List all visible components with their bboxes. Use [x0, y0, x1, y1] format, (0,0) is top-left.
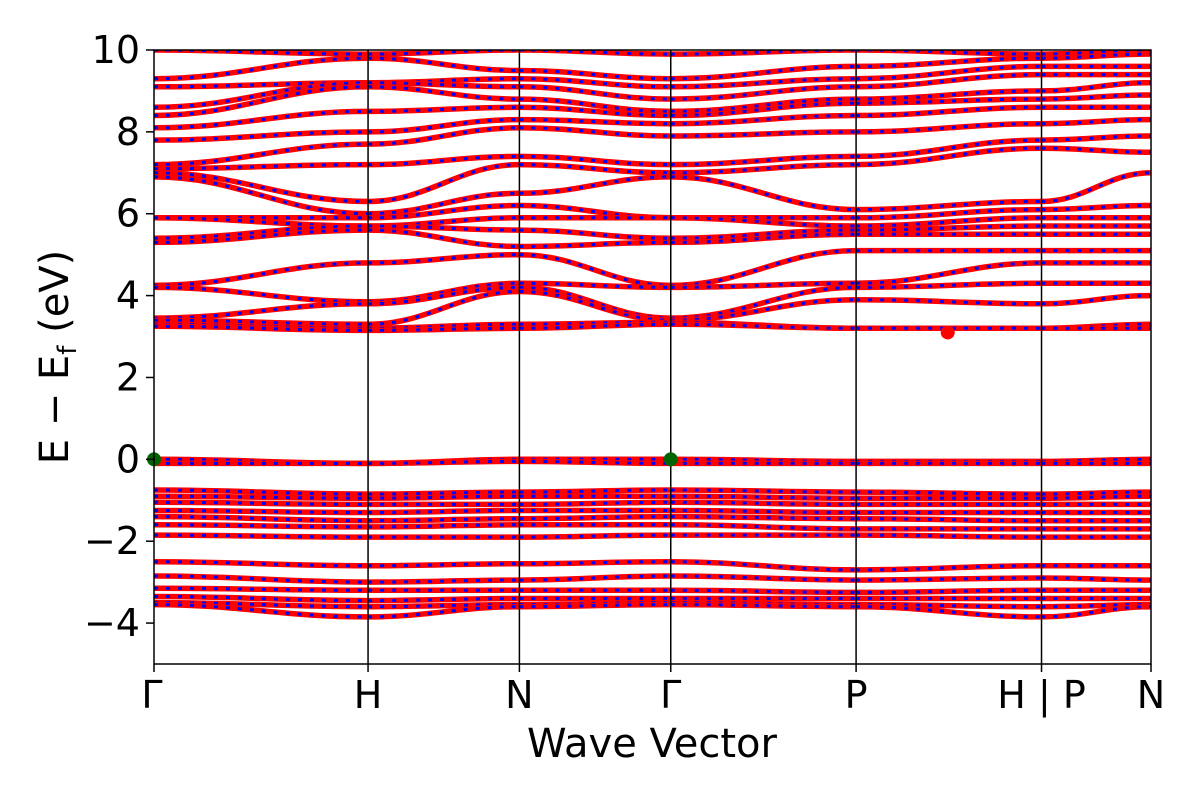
band-27 [154, 513, 1151, 524]
x-axis-label: Wave Vector [527, 721, 778, 767]
vbm-marker-1 [663, 452, 678, 467]
band-26-dash [154, 508, 1151, 515]
band-6 [154, 104, 1151, 143]
band-1-dash [154, 52, 1151, 81]
y-axis-label: E − Ef (eV) [32, 250, 83, 465]
band-5-dash [154, 93, 1151, 130]
band-12 [154, 215, 1151, 229]
x-tick-label: N [1137, 673, 1165, 717]
band-18 [154, 288, 1151, 328]
band-17 [154, 280, 1151, 321]
band-17-outline [154, 280, 1151, 321]
band-12-dash [154, 216, 1151, 228]
band-15 [154, 247, 1151, 289]
band-28-dash [154, 523, 1151, 531]
band-6-dash [154, 105, 1151, 142]
band-0-dash [154, 50, 1151, 56]
band-33-dash [154, 595, 1151, 603]
band-4-dash [154, 81, 1151, 117]
band-16-dash [154, 261, 1151, 304]
band-1 [154, 51, 1151, 82]
band-30-dash [154, 560, 1151, 572]
extrema-markers [147, 325, 955, 467]
band-35 [154, 601, 1151, 620]
band-22-dash [154, 459, 1151, 465]
band-8 [154, 133, 1151, 172]
x-axis-ticks: Γ H N Γ P H | P N [141, 664, 1165, 718]
cbm-marker-2 [940, 325, 955, 340]
band-29 [154, 532, 1151, 540]
y-tick-label: 2 [116, 355, 140, 399]
band-28 [154, 522, 1151, 532]
band-26 [154, 507, 1151, 516]
band-9 [154, 145, 1151, 205]
band-25 [154, 499, 1151, 508]
band-10 [154, 170, 1151, 217]
band-35-dash [154, 603, 1151, 619]
band-7-dash [154, 118, 1151, 167]
x-tick-label: H | P [997, 673, 1085, 718]
band-11-dash [154, 204, 1151, 220]
band-lines [154, 50, 1151, 620]
y-axis-ticks: −4 −2 0 2 4 6 8 10 [84, 28, 154, 645]
band-3 [154, 71, 1151, 111]
y-axis-label-subscript: f [53, 345, 83, 355]
band-18-outline [154, 288, 1151, 328]
band-15-dash [154, 249, 1151, 287]
band-25-dash [154, 500, 1151, 506]
band-14 [154, 227, 1151, 250]
band-8-dash [154, 134, 1151, 171]
y-tick-label: 4 [116, 274, 140, 318]
band-32-dash [154, 586, 1151, 594]
band-2 [154, 63, 1151, 90]
band-23-dash [154, 488, 1151, 496]
band-13 [154, 223, 1151, 242]
band-31-dash [154, 574, 1151, 584]
band-24-dash [154, 494, 1151, 500]
band-9-dash [154, 146, 1151, 203]
y-tick-label: 6 [116, 192, 140, 236]
band-13-dash [154, 224, 1151, 240]
y-axis-label-main: E − E [32, 355, 78, 465]
y-axis-label-unit: (eV) [32, 250, 78, 346]
kpoint-divider-lines [367, 50, 1043, 664]
band-30 [154, 558, 1151, 573]
x-tick-label: H [354, 673, 383, 717]
y-tick-label: −2 [84, 519, 140, 563]
plot-frame [153, 49, 1152, 665]
x-tick-label: Γ [660, 673, 681, 717]
y-tick-label: 0 [116, 437, 140, 481]
band-33 [154, 593, 1151, 604]
x-tick-label: Γ [141, 673, 162, 717]
band-2-dash [154, 64, 1151, 89]
band-14-dash [154, 228, 1151, 248]
band-19-dash [154, 320, 1151, 330]
band-16 [154, 260, 1151, 305]
band-10-dash [154, 171, 1151, 216]
y-tick-label: 10 [92, 28, 140, 72]
band-20-dash [154, 322, 1151, 332]
x-tick-label: N [505, 673, 533, 717]
band-23 [154, 487, 1151, 497]
x-tick-label: P [845, 673, 868, 717]
band-22 [154, 458, 1151, 467]
band-32 [154, 585, 1151, 596]
y-tick-label: 8 [116, 110, 140, 154]
band-11 [154, 202, 1151, 221]
band-3-dash [154, 73, 1151, 109]
band-0 [154, 50, 1151, 57]
band-7 [154, 116, 1151, 168]
band-5 [154, 92, 1151, 131]
band-4 [154, 79, 1151, 119]
y-tick-label: −4 [84, 601, 140, 645]
band-20 [154, 321, 1151, 334]
band-27-dash [154, 515, 1151, 523]
band-24 [154, 493, 1151, 501]
band-29-dash [154, 533, 1151, 539]
band-15-outline [154, 247, 1151, 289]
band-31 [154, 573, 1151, 585]
